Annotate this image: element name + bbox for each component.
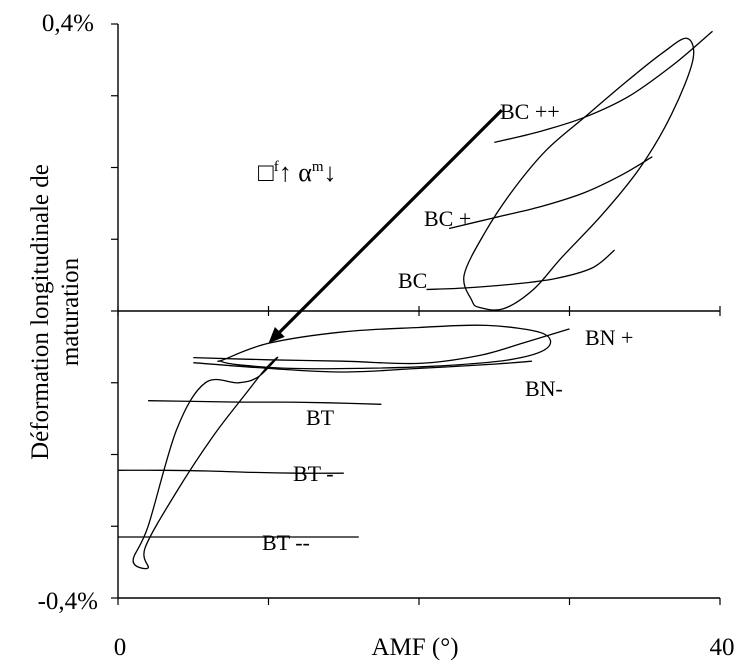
arrow-label-prefix: □ [258,158,274,187]
label-bt-minus: BT - [293,461,334,486]
envelope-2 [217,324,552,370]
arrow-group [268,108,503,344]
y-tick-label-min: -0,4% [38,588,98,615]
series-line-3 [426,249,616,291]
envelopes [132,37,695,570]
series [117,30,713,538]
arrow-label-mid: ↑ α [279,158,313,187]
label-bt: BT [306,405,335,430]
y-axis-title-line1: Déformation longitudinale de [27,164,54,460]
x-tick-label-max: 40 [710,634,735,661]
label-bn-plus: BN + [585,325,633,350]
arrow-label-end: ↓ [324,158,337,187]
ticks [111,23,721,605]
envelope-1 [463,37,695,311]
y-axis-title-line2: maturation [57,257,84,366]
label-bc-plus-plus: BC ++ [500,99,560,124]
series-line-4 [193,328,570,365]
series-line-1 [494,30,713,144]
series-line-5 [193,360,532,373]
series-line-6 [148,400,382,405]
series-line-7 [117,469,344,474]
label-bt-minus-minus: BT -- [262,530,310,555]
label-bn-minus: BN- [525,376,563,401]
envelope-3 [132,356,279,570]
arrow-label-sup1: f [274,159,279,175]
label-bc-plus: BC + [424,206,471,231]
y-tick-label-max: 0,4% [42,10,94,37]
x-tick-label-min: 0 [114,634,127,661]
arrow-shaft [278,108,503,334]
arrow-label-sup2: m [312,159,324,175]
label-bc: BC [398,268,427,293]
arrow-label: □f↑ αm↓ [258,158,337,187]
y-axis-title: Déformation longitudinale de maturation [27,164,84,460]
series-line-2 [448,156,653,230]
x-axis-title: AMF (°) [371,634,458,661]
arrow-head [268,327,285,344]
